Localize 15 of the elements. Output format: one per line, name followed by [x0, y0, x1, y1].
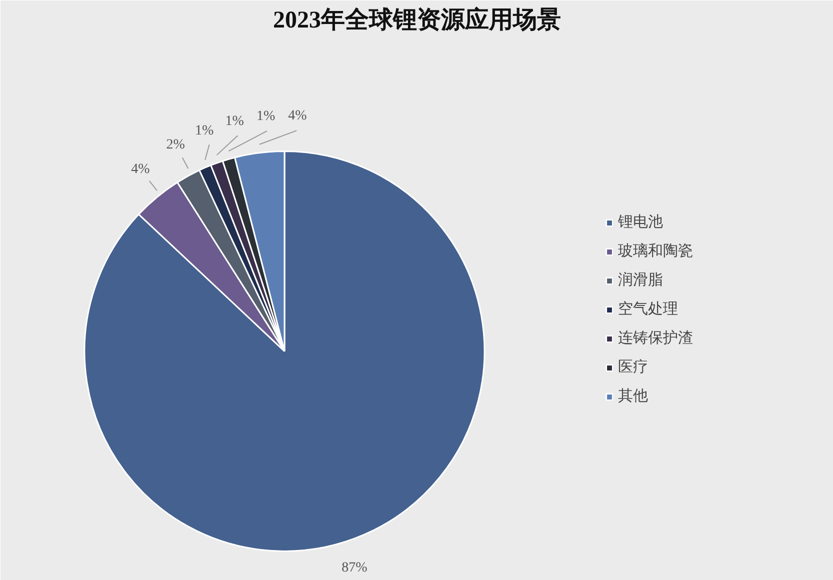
legend-label: 医疗: [618, 358, 648, 376]
data-label: 4%: [288, 108, 308, 124]
legend-label: 玻璃和陶瓷: [618, 242, 693, 260]
data-label: 1%: [194, 123, 214, 138]
legend-label: 空气处理: [618, 300, 678, 318]
data-label: 2%: [166, 137, 186, 152]
legend-label: 锂电池: [618, 212, 663, 232]
data-label: 1%: [225, 114, 244, 129]
data-label: 4%: [131, 162, 150, 178]
legend-label: 连铸保护渣: [618, 328, 693, 348]
legend-label: 其他: [618, 386, 648, 406]
chart-title: 2023年全球锂资源应用场景: [273, 6, 561, 34]
data-label: 1%: [256, 108, 276, 124]
data-label: 87%: [342, 560, 368, 576]
legend-label: 润滑脂: [618, 270, 663, 290]
